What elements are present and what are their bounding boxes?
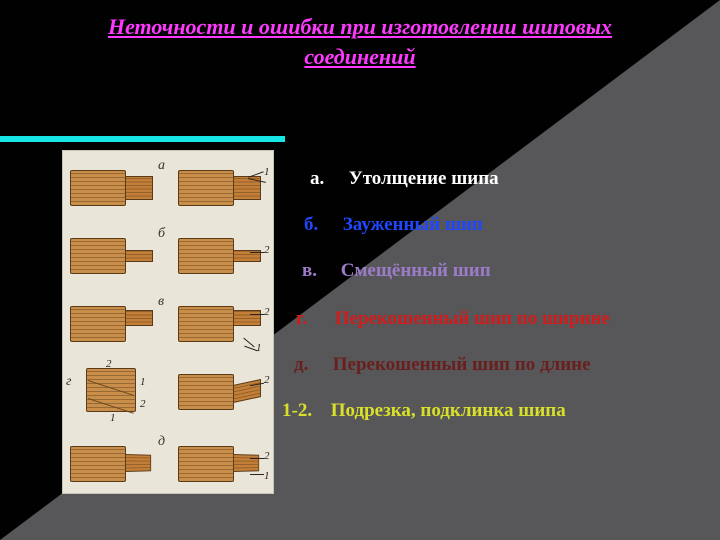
defect-item-a: а. Утолщение шипа [310, 168, 499, 190]
item-text: Зауженный шип [343, 214, 483, 235]
figure-row-label: г [66, 374, 71, 390]
figure-row-label: в [158, 294, 164, 310]
figure-row-label: д [158, 434, 165, 450]
figure-row-b: б 2 [62, 224, 274, 284]
item-text: Утолщение шипа [349, 168, 499, 189]
callout-1: 1 [264, 470, 270, 482]
item-letter: д. [294, 354, 328, 376]
defect-item-g: г. Перекошенный шип по ширине [296, 308, 610, 330]
accent-bar [0, 136, 285, 142]
item-letter: 1-2. [282, 400, 326, 422]
callout-2: 2 [264, 244, 270, 256]
item-letter: г. [296, 308, 330, 330]
callout-2: 2 [140, 398, 146, 410]
callout-2: 2 [264, 306, 270, 318]
item-letter: а. [310, 168, 344, 190]
tenon-defect-figure: а 1 б 2 в 2 1 [62, 150, 274, 494]
item-letter: б. [304, 214, 338, 236]
figure-row-label: а [158, 158, 165, 174]
callout-2: 2 [264, 374, 270, 386]
figure-row-a: а 1 [62, 156, 274, 216]
figure-row-v: в 2 1 [62, 292, 274, 352]
callout-2: 2 [264, 450, 270, 462]
callout-1: 1 [264, 166, 270, 178]
defect-item-12: 1-2. Подрезка, подклинка шипа [282, 400, 566, 422]
figure-row-g: г 2 1 1 2 2 [62, 360, 274, 420]
item-text: Перекошенный шип по ширине [335, 308, 610, 329]
item-letter: в. [302, 260, 336, 282]
item-text: Смещённый шип [341, 260, 491, 281]
callout-1: 1 [256, 342, 262, 354]
defect-item-b: б. Зауженный шип [304, 214, 483, 236]
callout-1: 1 [110, 412, 116, 424]
callout-2: 2 [106, 358, 112, 370]
defect-item-v: в. Смещённый шип [302, 260, 491, 282]
callout-1: 1 [140, 376, 146, 388]
figure-row-label: б [158, 226, 165, 242]
item-text: Подрезка, подклинка шипа [331, 400, 566, 421]
figure-row-d: д 2 1 [62, 432, 274, 492]
defect-item-d: д. Перекошенный шип по длине [294, 354, 591, 376]
slide-title: Неточности и ошибки при изготовлении шип… [0, 12, 720, 71]
item-text: Перекошенный шип по длине [333, 354, 591, 375]
